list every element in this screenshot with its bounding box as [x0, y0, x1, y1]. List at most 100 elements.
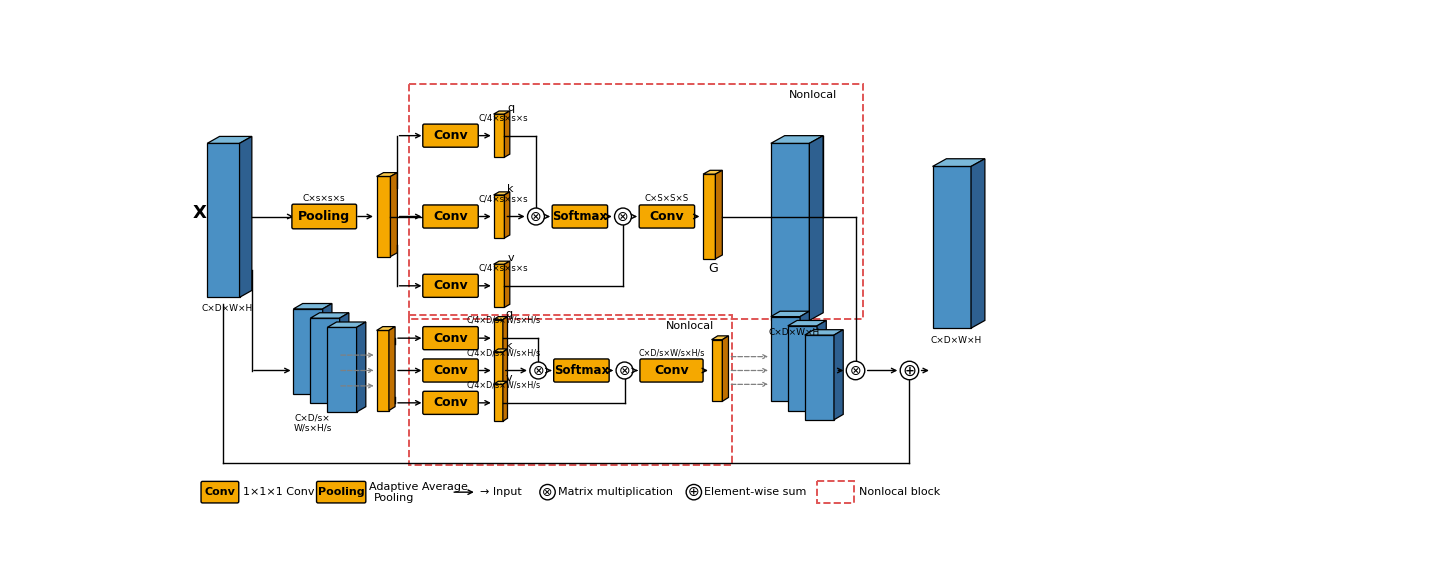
Text: Conv: Conv [434, 332, 467, 345]
Text: Softmax: Softmax [553, 364, 609, 377]
FancyBboxPatch shape [422, 274, 478, 297]
Polygon shape [788, 326, 817, 411]
FancyBboxPatch shape [641, 359, 703, 382]
Polygon shape [504, 261, 510, 307]
Circle shape [614, 208, 632, 225]
FancyBboxPatch shape [639, 205, 695, 228]
Polygon shape [715, 170, 722, 259]
Text: q: q [507, 103, 514, 113]
Polygon shape [207, 136, 252, 143]
Polygon shape [240, 136, 252, 297]
Circle shape [616, 362, 633, 379]
Text: C/4×s×s×s: C/4×s×s×s [479, 113, 529, 122]
Polygon shape [328, 328, 357, 412]
Text: → Input: → Input [480, 487, 521, 497]
Text: k: k [505, 341, 513, 351]
Text: k: k [507, 184, 514, 194]
Text: C×D/s×
W/s×H/s: C×D/s× W/s×H/s [294, 413, 332, 432]
Polygon shape [494, 316, 508, 319]
Polygon shape [504, 192, 510, 238]
Polygon shape [390, 173, 397, 257]
Text: Conv: Conv [434, 397, 467, 410]
Polygon shape [932, 159, 984, 167]
Text: ⊗: ⊗ [533, 363, 545, 377]
Polygon shape [377, 326, 395, 331]
Text: Pooling: Pooling [317, 487, 364, 497]
Text: Matrix multiplication: Matrix multiplication [558, 487, 673, 497]
Polygon shape [817, 321, 827, 411]
Text: ⊗: ⊗ [619, 363, 630, 377]
Polygon shape [712, 336, 728, 340]
FancyBboxPatch shape [553, 359, 609, 382]
Polygon shape [310, 313, 349, 318]
Polygon shape [389, 326, 395, 411]
Circle shape [527, 208, 545, 225]
Text: v: v [505, 373, 513, 383]
Polygon shape [377, 173, 397, 177]
Text: X: X [192, 204, 207, 222]
Text: C×D×W×H: C×D×W×H [930, 336, 981, 345]
Text: Conv: Conv [434, 210, 467, 223]
FancyBboxPatch shape [201, 481, 239, 503]
Polygon shape [770, 316, 801, 401]
Polygon shape [494, 319, 502, 357]
Text: C×s×s×s: C×s×s×s [303, 194, 345, 202]
Polygon shape [494, 192, 510, 195]
Text: C×D/s×W/s×H/s: C×D/s×W/s×H/s [638, 348, 705, 357]
Text: q: q [505, 308, 513, 318]
Text: C×D×W×H: C×D×W×H [769, 328, 820, 338]
Text: Element-wise sum: Element-wise sum [703, 487, 807, 497]
Text: G: G [708, 261, 718, 274]
Polygon shape [494, 114, 504, 157]
Polygon shape [294, 304, 332, 309]
FancyBboxPatch shape [422, 124, 478, 147]
Circle shape [530, 362, 547, 379]
Polygon shape [788, 321, 827, 326]
Text: ⊗: ⊗ [850, 363, 862, 377]
Text: ⊗: ⊗ [530, 209, 542, 223]
Circle shape [686, 484, 702, 500]
Polygon shape [377, 177, 390, 257]
Bar [409, 84, 863, 319]
Polygon shape [494, 111, 510, 114]
Text: Pooling: Pooling [298, 210, 351, 223]
Polygon shape [722, 336, 728, 401]
FancyBboxPatch shape [291, 204, 357, 229]
Text: Conv: Conv [649, 210, 684, 223]
Polygon shape [770, 143, 810, 321]
Bar [817, 481, 855, 503]
Text: Nonlocal: Nonlocal [665, 321, 713, 331]
Polygon shape [494, 349, 508, 352]
Polygon shape [494, 264, 504, 307]
Polygon shape [494, 261, 510, 264]
Polygon shape [770, 311, 810, 316]
Text: Conv: Conv [204, 487, 236, 497]
Text: Pooling: Pooling [374, 493, 415, 503]
Text: ⊕: ⊕ [689, 485, 700, 499]
Bar [409, 315, 732, 465]
FancyBboxPatch shape [422, 326, 478, 350]
Circle shape [540, 484, 555, 500]
Polygon shape [207, 143, 240, 297]
Text: C/4×D/s×W/s×H/s: C/4×D/s×W/s×H/s [466, 348, 540, 357]
Polygon shape [504, 111, 510, 157]
Polygon shape [971, 159, 984, 328]
Polygon shape [294, 309, 323, 394]
Polygon shape [328, 322, 365, 328]
Polygon shape [323, 304, 332, 394]
Polygon shape [805, 330, 843, 335]
FancyBboxPatch shape [422, 391, 478, 414]
Polygon shape [310, 318, 339, 403]
Text: C×S×S×S: C×S×S×S [645, 194, 689, 204]
Polygon shape [770, 136, 823, 143]
Polygon shape [494, 195, 504, 238]
Polygon shape [703, 170, 722, 174]
Text: Nonlocal block: Nonlocal block [859, 487, 941, 497]
Polygon shape [339, 313, 349, 403]
Polygon shape [712, 340, 722, 401]
Polygon shape [494, 352, 502, 389]
Text: C/4×D/s×W/s×H/s: C/4×D/s×W/s×H/s [466, 381, 540, 390]
Polygon shape [834, 330, 843, 420]
Text: 1×1×1 Conv: 1×1×1 Conv [243, 487, 314, 497]
Text: Conv: Conv [654, 364, 689, 377]
